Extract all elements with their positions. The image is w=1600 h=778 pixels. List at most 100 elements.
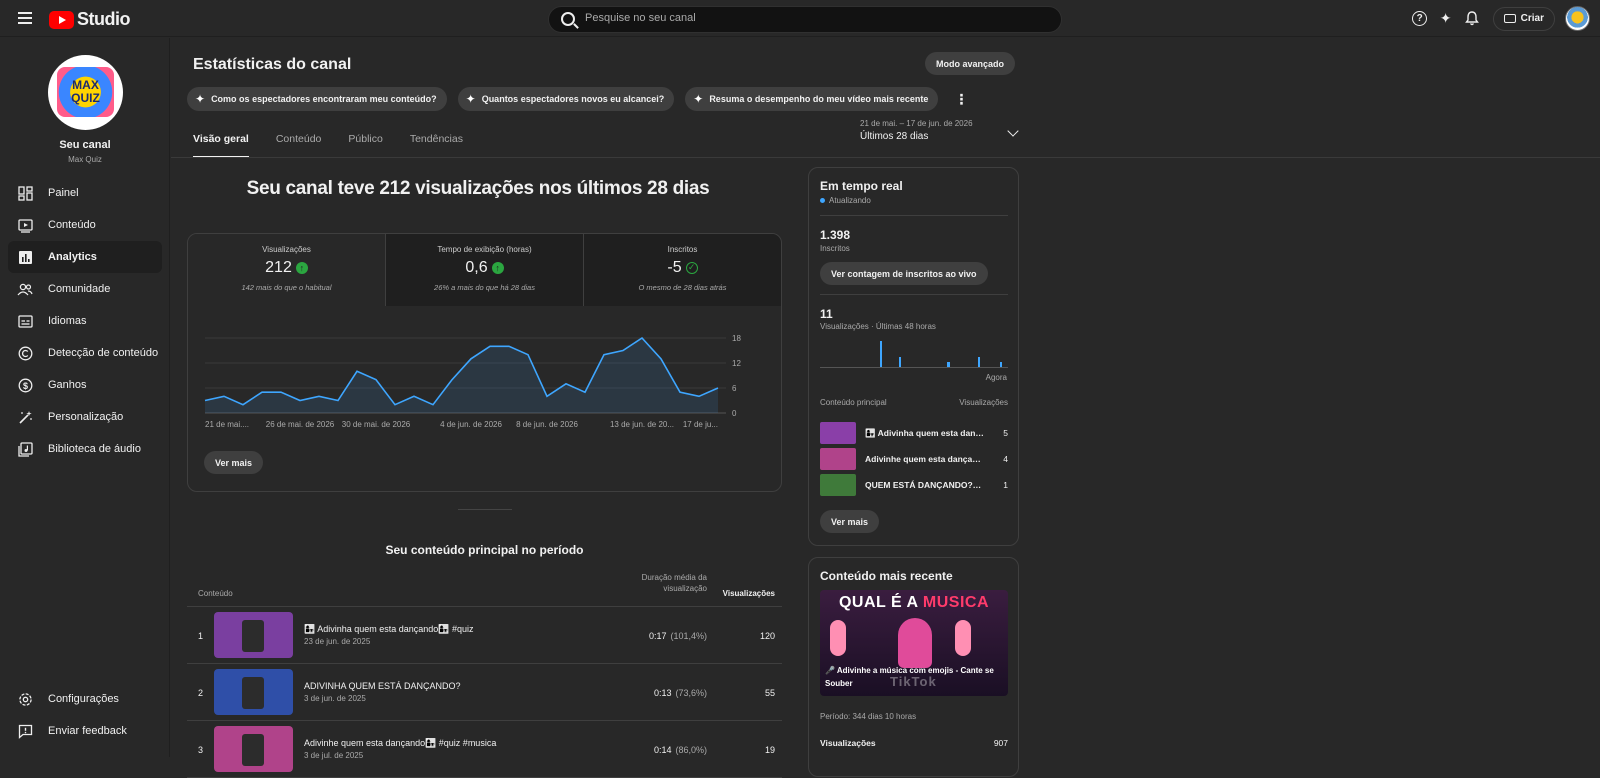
singer-figure	[898, 618, 932, 668]
search-icon[interactable]	[561, 12, 575, 26]
sparkle-button[interactable]: ✦	[1433, 6, 1459, 32]
video-title[interactable]: Adivinhe quem esta dançando👩‍👧 #quiz #mu…	[304, 738, 497, 748]
realtime-item[interactable]: Adivinhe quem esta dançando👩‍👧 #quiz #mu…	[820, 448, 1008, 470]
recent-period: Período: 344 dias 10 horas	[820, 712, 917, 721]
metric-label: Tempo de exibição (horas)	[437, 245, 532, 254]
x-tick-label: 13 de jun. de 20...	[610, 420, 674, 429]
views-value: 19	[764, 745, 775, 755]
search-input[interactable]	[585, 12, 1045, 24]
views-value: 55	[764, 688, 775, 698]
logo-text: Studio	[77, 9, 131, 29]
sidebar-item-comunidade[interactable]: Comunidade	[8, 273, 162, 305]
table-row[interactable]: 3 Adivinhe quem esta dançando👩‍👧 #quiz #…	[187, 721, 782, 778]
notifications-button[interactable]	[1459, 6, 1485, 32]
row-rank: 2	[198, 688, 204, 698]
sidebar-item-analytics[interactable]: Analytics	[8, 241, 162, 273]
sidebar: MAX QUIZ Seu canal Max Quiz Painel Conte…	[0, 38, 170, 757]
tab-publico[interactable]: Público	[348, 133, 383, 145]
sidebar-item-biblioteca-audio[interactable]: Biblioteca de áudio	[8, 433, 162, 465]
realtime-views: 11	[820, 307, 833, 321]
sidebar-bottom-nav: Configurações Enviar feedback	[8, 683, 162, 747]
table-row[interactable]: 2 ADIVINHA QUEM ESTÁ DANÇANDO? 3 de jun.…	[187, 664, 782, 721]
duration-value: 0:13	[653, 688, 672, 698]
realtime-now-label: Agora	[985, 373, 1007, 382]
advanced-mode-button[interactable]: Modo avançado	[925, 52, 1016, 75]
sidebar-item-idiomas[interactable]: Idiomas	[8, 305, 162, 337]
metric-views[interactable]: Visualizações 212 ↑ 142 mais do que o hab…	[188, 234, 386, 306]
x-tick-label: 26 de mai. de 2026	[266, 420, 335, 429]
col-content: Conteúdo	[198, 589, 233, 598]
live-subscriber-count-button[interactable]: Ver contagem de inscritos ao vivo	[820, 262, 988, 285]
video-date: 23 de jun. de 2025	[304, 637, 371, 646]
y-tick-label: 12	[732, 359, 741, 368]
video-title: 👩‍👧 Adivinha quem esta dançando👩‍👧 #quiz	[865, 428, 985, 438]
chip-label: Como os espectadores encontraram meu con…	[211, 94, 437, 104]
chart-series-line	[204, 336, 719, 406]
date-range-label: Últimos 28 dias	[860, 131, 929, 142]
top-actions: ? ✦ Criar	[1407, 0, 1600, 37]
channel-label[interactable]: Seu canal	[59, 139, 111, 151]
recent-video-thumbnail[interactable]: QUAL É A MUSICA TikTok 🎤 Adivinhe a músi…	[820, 590, 1008, 696]
duration-pct: (73,6%)	[675, 688, 707, 698]
metric-value: 212	[265, 259, 292, 276]
metric-value: -5	[667, 259, 682, 276]
metric-label: Inscritos	[667, 245, 698, 254]
sidebar-item-ganhos[interactable]: $ Ganhos	[8, 369, 162, 401]
date-range-selector[interactable]: 21 de mai. – 17 de jun. de 2026 Últimos …	[860, 119, 1025, 142]
sidebar-item-label: Analytics	[48, 251, 97, 263]
sidebar-item-personalizacao[interactable]: Personalização	[8, 401, 162, 433]
tab-conteudo[interactable]: Conteúdo	[275, 133, 322, 145]
chip-new-viewers[interactable]: ✦ Quantos espectadores novos eu alcancei?	[457, 87, 675, 111]
search-bar[interactable]	[548, 6, 1062, 33]
views-chart[interactable]: 0 6 12 18 21 de mai.... 26 de mai. de 2026 30 …	[188, 306, 782, 451]
col-avg-duration[interactable]: Duração média da visualização	[641, 573, 707, 593]
create-button[interactable]: Criar	[1492, 6, 1555, 31]
see-more-button[interactable]: Ver mais	[204, 451, 264, 474]
realtime-see-more-button[interactable]: Ver mais	[820, 510, 880, 533]
sidebar-item-label: Configurações	[48, 693, 119, 705]
metric-subscribers[interactable]: Inscritos -5 ✓ O mesmo de 28 dias atrás	[584, 234, 781, 306]
video-thumbnail	[820, 422, 856, 444]
metric-watch-time[interactable]: Tempo de exibição (horas) 0,6 ↑ 26% a mai…	[386, 234, 584, 306]
table-header: Conteúdo Duração média da visualização V…	[187, 565, 782, 607]
channel-avatar[interactable]: MAX QUIZ	[48, 55, 123, 130]
sidebar-item-label: Conteúdo	[48, 219, 96, 231]
recent-content-title: Conteúdo mais recente	[820, 569, 953, 583]
video-title[interactable]: 👩‍👧 Adivinha quem esta dançando👩‍👧 #quiz	[304, 624, 474, 634]
sidebar-item-label: Personalização	[48, 411, 124, 423]
sidebar-item-configuracoes[interactable]: Configurações	[8, 683, 162, 715]
sidebar-item-conteudo[interactable]: Conteúdo	[8, 209, 162, 241]
video-title: QUEM ESTÁ DANÇANDO??? #quiz	[865, 480, 985, 490]
sidebar-item-label: Enviar feedback	[48, 725, 127, 737]
menu-icon[interactable]	[18, 12, 32, 24]
video-thumbnail	[820, 448, 856, 470]
realtime-item[interactable]: QUEM ESTÁ DANÇANDO??? #quiz 1	[820, 474, 1008, 496]
help-button[interactable]: ?	[1407, 6, 1433, 32]
studio-logo[interactable]: Studio	[49, 9, 131, 30]
channel-name: Max Quiz	[68, 155, 102, 164]
account-avatar[interactable]	[1565, 6, 1590, 31]
chip-how-viewers-found[interactable]: ✦ Como os espectadores encontraram meu co…	[187, 87, 447, 111]
tab-tendencias[interactable]: Tendências	[409, 133, 463, 145]
date-range-dates: 21 de mai. – 17 de jun. de 2026	[860, 119, 973, 128]
x-tick-label: 4 de jun. de 2026	[440, 420, 502, 429]
tab-visao-geral[interactable]: Visão geral	[193, 130, 249, 158]
col-views[interactable]: Visualizações	[722, 589, 775, 598]
sidebar-item-painel[interactable]: Painel	[8, 177, 162, 209]
sidebar-item-deteccao[interactable]: Detecção de conteúdo	[8, 337, 162, 369]
arrow-up-icon: ↑	[295, 262, 308, 274]
video-thumbnail[interactable]	[214, 669, 293, 715]
more-options-icon[interactable]: ⋮	[954, 90, 969, 107]
sidebar-item-enviar-feedback[interactable]: Enviar feedback	[8, 715, 162, 747]
table-row[interactable]: 1 👩‍👧 Adivinha quem esta dançando👩‍👧 #qu…	[187, 607, 782, 664]
sidebar-item-label: Idiomas	[48, 315, 87, 327]
realtime-bar-chart[interactable]	[820, 339, 1008, 368]
video-thumbnail[interactable]	[214, 612, 293, 658]
sparkle-icon: ✦	[195, 92, 206, 106]
page-title: Estatísticas do canal	[193, 56, 352, 73]
video-thumbnail[interactable]	[214, 726, 293, 772]
chip-summarize-latest[interactable]: ✦ Resuma o desempenho do meu vídeo mais r…	[685, 87, 939, 111]
realtime-item[interactable]: 👩‍👧 Adivinha quem esta dançando👩‍👧 #quiz…	[820, 422, 1008, 444]
video-title[interactable]: ADIVINHA QUEM ESTÁ DANÇANDO?	[304, 681, 461, 691]
metric-tabs: Visualizações 212 ↑ 142 mais do que o hab…	[188, 234, 781, 306]
